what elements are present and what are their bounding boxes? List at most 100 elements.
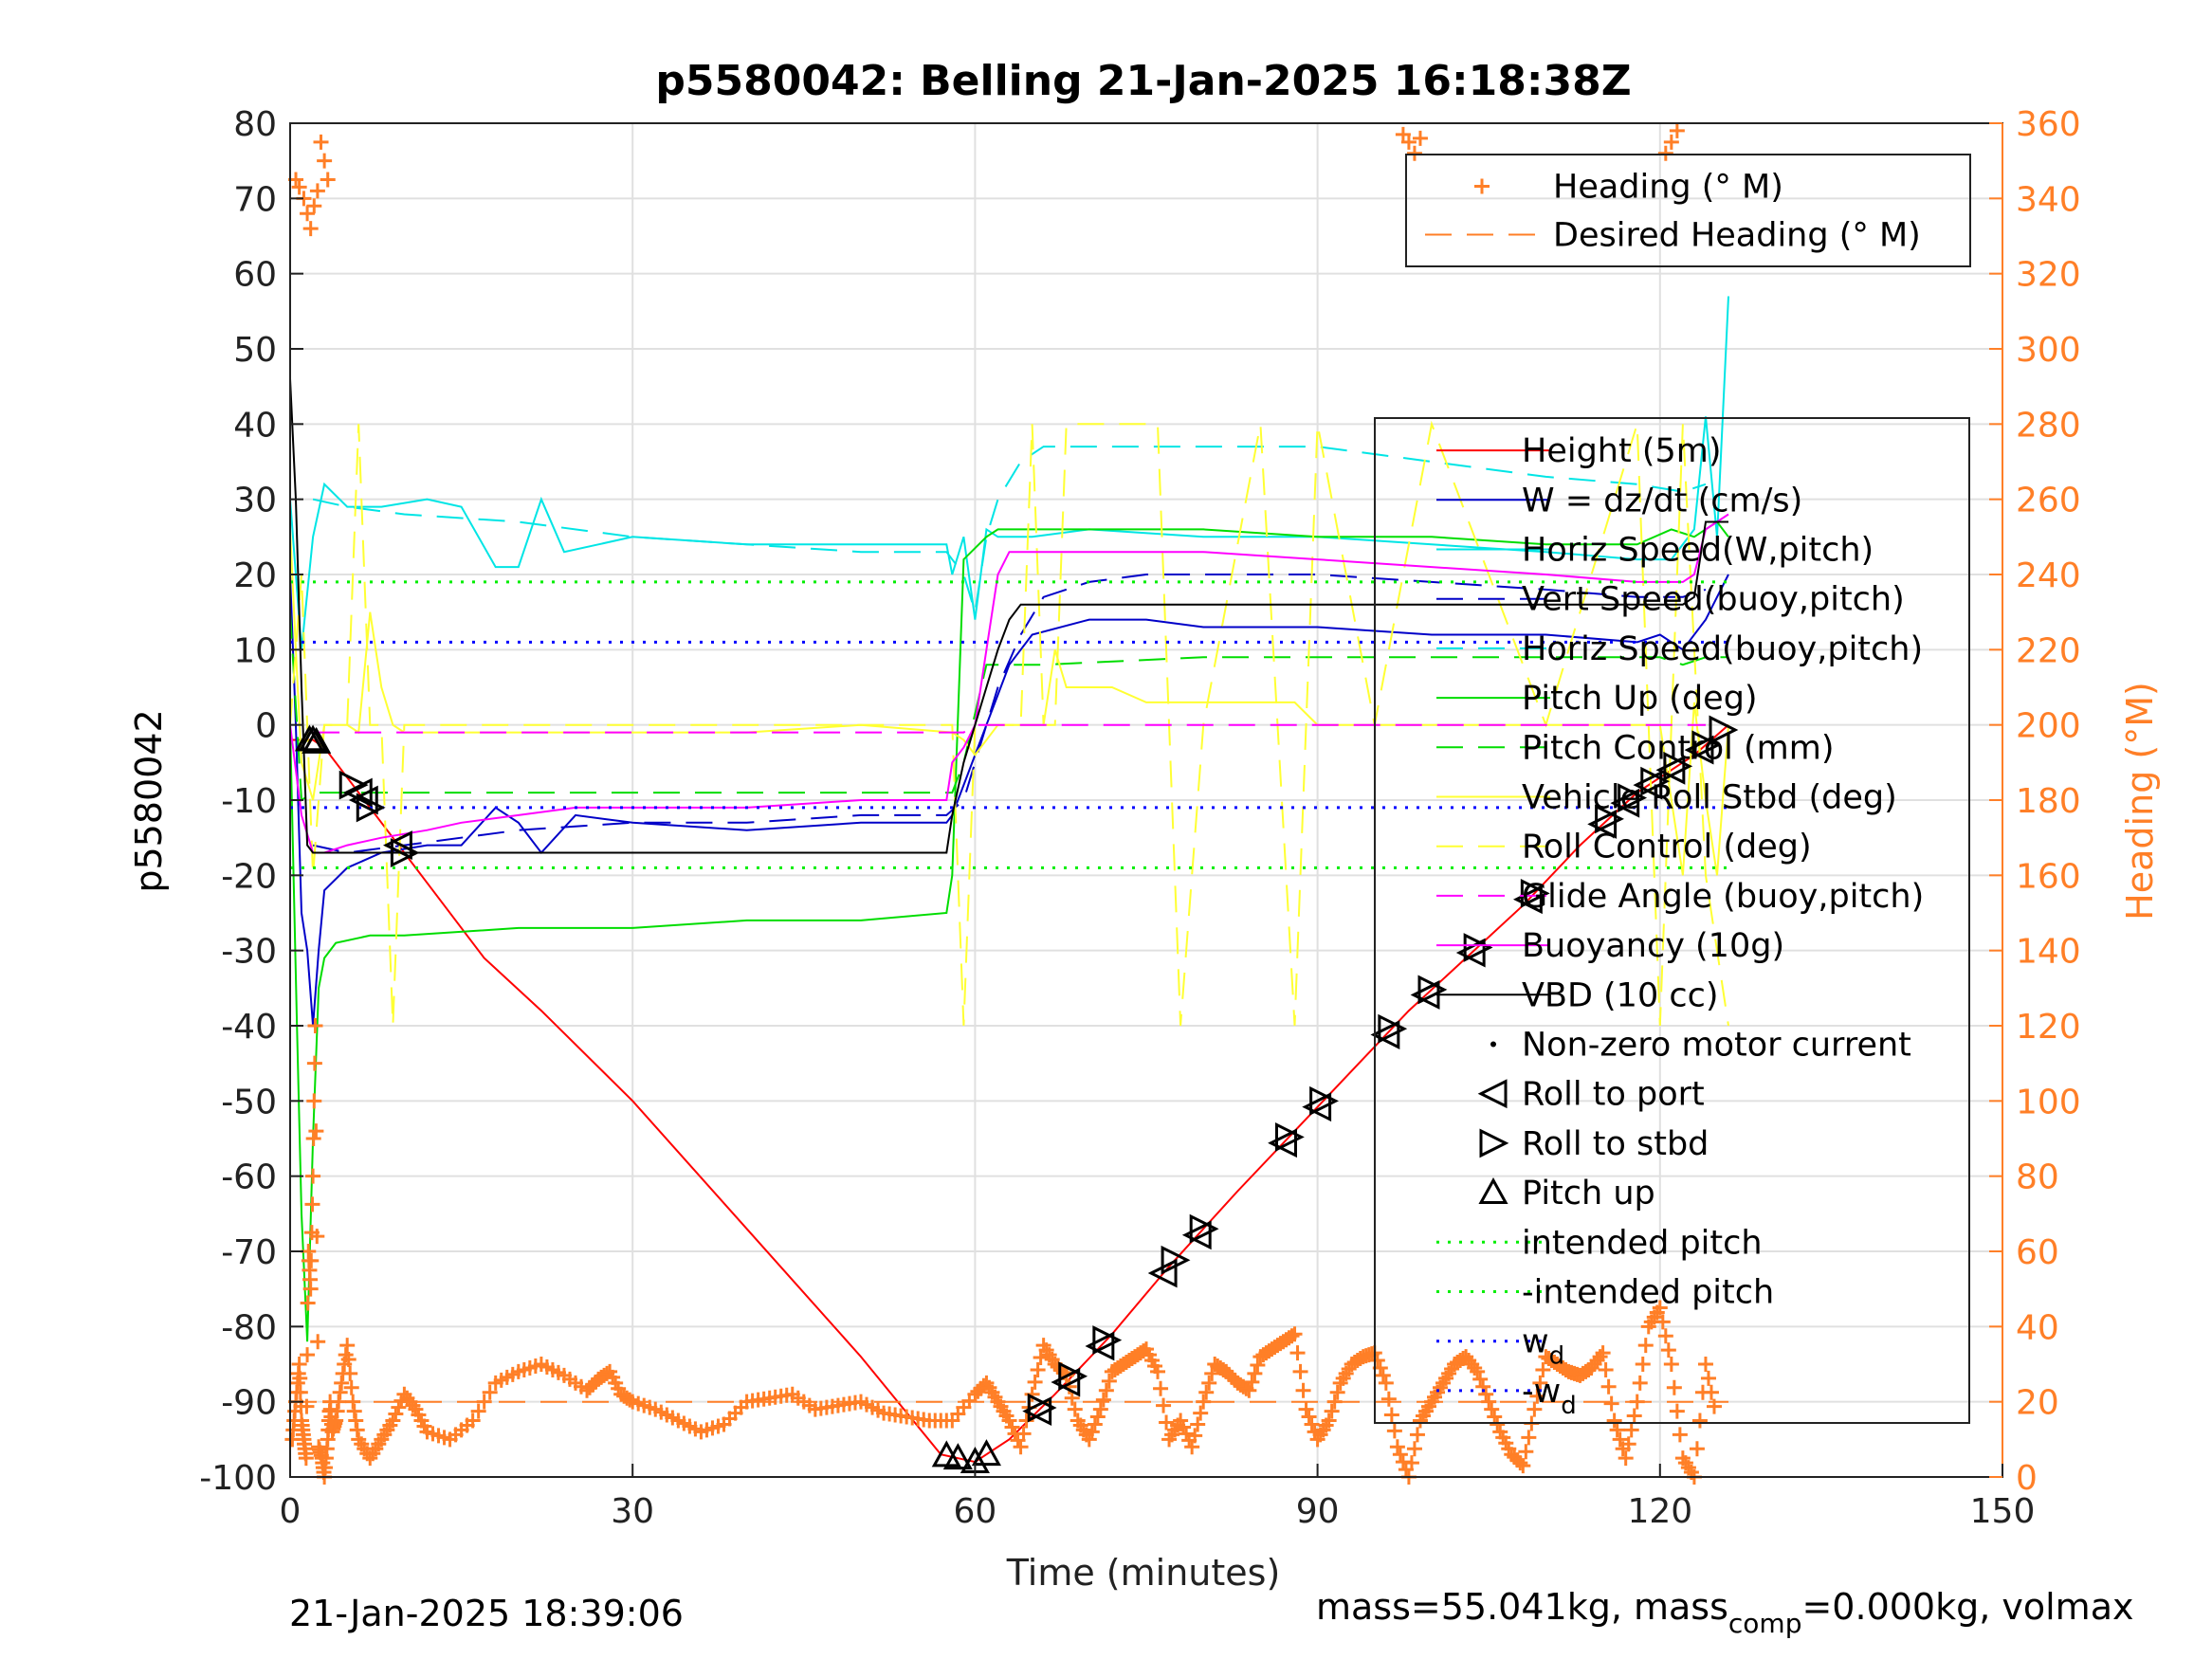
roll-to-stbd-marker bbox=[1378, 1013, 1408, 1044]
pitch-up-marker bbox=[942, 1443, 973, 1470]
roll-to-port-marker bbox=[1268, 1128, 1297, 1158]
heading-point bbox=[1532, 1375, 1548, 1391]
roll-to-port-marker bbox=[1302, 1092, 1332, 1122]
series-line-6 bbox=[289, 611, 1728, 802]
heading-point bbox=[303, 1252, 320, 1268]
y-tick-label-6: 20 bbox=[233, 556, 277, 595]
heading-point bbox=[1703, 1384, 1719, 1400]
series-line-2 bbox=[289, 296, 1729, 650]
heading-point bbox=[1179, 1426, 1195, 1442]
series-line-11 bbox=[289, 378, 1728, 854]
heading-point bbox=[1652, 1300, 1668, 1316]
y2-tick-label-14: 80 bbox=[2016, 1158, 2059, 1197]
heading-point bbox=[331, 1394, 347, 1410]
heading-point bbox=[1518, 1444, 1534, 1460]
heading-point bbox=[340, 1352, 356, 1368]
heading-point bbox=[1598, 1361, 1614, 1377]
pitch-up-marker bbox=[302, 726, 332, 754]
heading-point bbox=[1101, 1373, 1117, 1389]
y2-tick-label-12: 120 bbox=[2016, 1008, 2081, 1047]
heading-point bbox=[345, 1394, 361, 1410]
heading-point bbox=[300, 1295, 316, 1311]
heading-point bbox=[309, 183, 325, 199]
roll-to-stbd-marker bbox=[1417, 975, 1448, 1005]
roll-to-stbd-marker bbox=[390, 838, 420, 867]
heading-point bbox=[304, 1196, 320, 1212]
heading-point bbox=[1412, 130, 1428, 146]
heading-point bbox=[1198, 1384, 1215, 1400]
y-tick-label-16: -80 bbox=[221, 1308, 277, 1347]
legend-main-label-text-3: Vert Speed(buoy,pitch) bbox=[1522, 581, 1905, 619]
x-tick-label-2: 60 bbox=[953, 1492, 996, 1531]
heading-point bbox=[1691, 1413, 1708, 1429]
heading-point bbox=[1697, 1357, 1713, 1372]
heading-point bbox=[1669, 1403, 1685, 1419]
heading-point bbox=[388, 1406, 404, 1422]
heading-point bbox=[1095, 1392, 1111, 1408]
legend-main-label-2: Horiz Speed(W,pitch) bbox=[1522, 532, 1874, 570]
series-line-1 bbox=[289, 574, 1729, 1027]
heading-point bbox=[291, 1357, 307, 1372]
legend-main-label-text-16: intended pitch bbox=[1522, 1224, 1763, 1262]
heading-point bbox=[343, 1379, 359, 1395]
y2-tick-label-1: 340 bbox=[2016, 180, 2081, 219]
legend-main-label-text-4: Horiz Speed(buoy,pitch) bbox=[1522, 630, 1923, 668]
series-line-9 bbox=[313, 723, 1706, 734]
legend-main-label-1: W = dz/dt (cm/s) bbox=[1522, 482, 1802, 520]
heading-point bbox=[310, 1334, 326, 1350]
heading-point bbox=[298, 1450, 314, 1467]
footer-timestamp: 21-Jan-2025 18:39:06 bbox=[289, 1593, 684, 1634]
legend-main-label-11: VBD (10 cc) bbox=[1522, 976, 1719, 1014]
heading-point bbox=[1526, 1401, 1543, 1417]
legend-main-label-5: Pitch Up (deg) bbox=[1522, 680, 1758, 718]
legend-main-label-text-2: Horiz Speed(W,pitch) bbox=[1522, 532, 1874, 570]
heading-point bbox=[1484, 1401, 1500, 1417]
legend-heading-box bbox=[1405, 154, 1971, 267]
heading-point bbox=[622, 1392, 638, 1408]
y2-tick-label-17: 20 bbox=[2016, 1384, 2059, 1423]
heading-point bbox=[1406, 1441, 1422, 1457]
heading-point bbox=[1089, 1409, 1106, 1425]
legend-main-label-13: Roll to port bbox=[1522, 1076, 1705, 1114]
heading-point bbox=[1663, 134, 1679, 150]
heading-point bbox=[1521, 1430, 1537, 1446]
heading-point bbox=[1623, 1422, 1639, 1438]
roll-to-port-marker bbox=[1512, 884, 1543, 915]
roll-to-stbd-marker bbox=[1595, 804, 1624, 834]
heading-point bbox=[349, 1422, 365, 1438]
legend-main-label-17: -intended pitch bbox=[1522, 1274, 1774, 1312]
y-tick-label-14: -60 bbox=[221, 1158, 277, 1197]
y-axis-label: p5580042 bbox=[128, 709, 170, 892]
heading-point bbox=[1287, 1326, 1303, 1342]
y-tick-label-13: -50 bbox=[221, 1083, 277, 1121]
pitch-up-marker bbox=[298, 724, 328, 752]
heading-point bbox=[1292, 1363, 1308, 1379]
heading-point bbox=[1383, 1407, 1399, 1423]
heading-point bbox=[320, 172, 336, 188]
heading-point bbox=[1389, 1439, 1405, 1455]
heading-point bbox=[1156, 1397, 1172, 1413]
heading-point bbox=[1657, 1328, 1673, 1344]
heading-point bbox=[1289, 1345, 1306, 1361]
x-tick-label-3: 90 bbox=[1296, 1492, 1340, 1531]
legend-main-label-text-9: Glide Angle (buoy,pitch) bbox=[1522, 878, 1924, 916]
heading-point bbox=[1626, 1408, 1642, 1424]
y2-tick-label-9: 180 bbox=[2016, 782, 2081, 821]
legend-main-label-text-15: Pitch up bbox=[1522, 1175, 1655, 1212]
footer-mass: mass=55.041kg, masscomp=0.000kg, volmax bbox=[1316, 1586, 2133, 1639]
heading-point bbox=[1087, 1416, 1103, 1432]
roll-to-port-marker bbox=[383, 830, 412, 861]
heading-point bbox=[1629, 1394, 1645, 1410]
heading-point bbox=[1487, 1409, 1503, 1425]
roll-to-stbd-marker bbox=[1058, 1361, 1088, 1392]
roll-to-stbd-marker bbox=[1709, 715, 1739, 745]
legend-main-label-text-19: -w bbox=[1522, 1373, 1561, 1411]
heading-point bbox=[1672, 1427, 1688, 1443]
legend-main-label-text-13: Roll to port bbox=[1522, 1076, 1705, 1114]
heading-point bbox=[1375, 1367, 1391, 1383]
heading-point bbox=[1603, 1395, 1619, 1412]
series-line-4 bbox=[312, 446, 1707, 612]
heading-point bbox=[1081, 1431, 1097, 1448]
heading-point bbox=[302, 221, 319, 237]
heading-point bbox=[348, 1413, 364, 1429]
